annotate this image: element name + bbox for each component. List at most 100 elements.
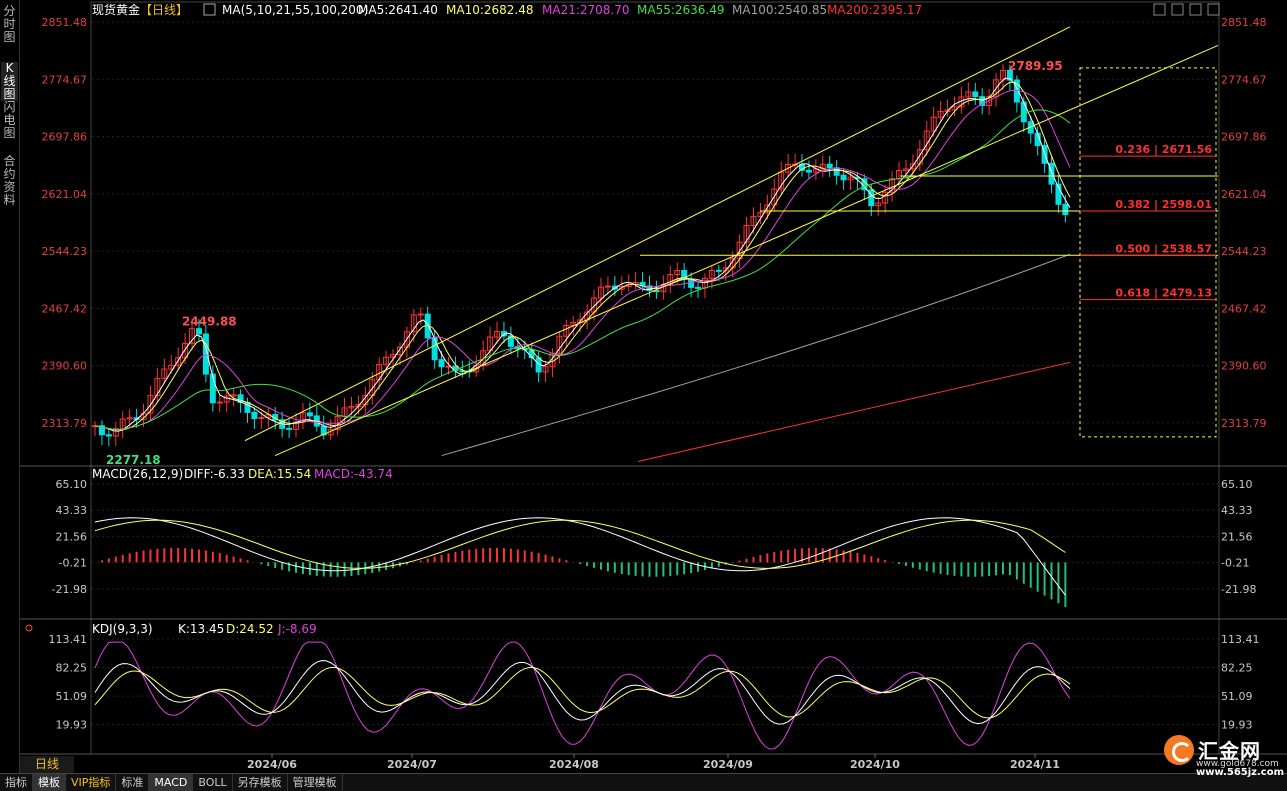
toolbar-item-7[interactable]: 管理模板 (288, 774, 343, 791)
x-tick-0: 2024/06 (247, 758, 297, 771)
price-tick-left-0: 2851.48 (42, 16, 88, 29)
toolbar-item-6[interactable]: 另存模板 (233, 774, 288, 791)
candle-body-9 (112, 428, 119, 437)
kdj-header-2: D:24.52 (226, 622, 274, 636)
sidebar-item-0[interactable]: 分时图 (3, 4, 16, 44)
candle-body-384 (979, 96, 986, 106)
candle-body-282 (743, 224, 750, 243)
candle-body-381 (972, 91, 979, 98)
header-text-2: MA(5,10,21,55,100,200) (222, 3, 368, 17)
fib-label-2: 0.500 | 2538.57 (1115, 242, 1212, 255)
candle-body-318 (826, 163, 833, 169)
kdj-tick-right-1: 82.25 (1221, 662, 1253, 675)
macd-tick-left-0: 65.10 (56, 478, 88, 491)
candle-body-72 (258, 416, 265, 420)
macd-tick-left-4: -21.98 (52, 583, 87, 596)
logo-icon (1164, 735, 1194, 765)
candle-body-261 (695, 286, 702, 289)
chart-frame (90, 1, 1220, 755)
macd-diff-line (94, 517, 1066, 596)
macd-tick-right-4: -21.98 (1221, 583, 1256, 596)
candle-body-69 (251, 411, 258, 420)
fib-box (1079, 67, 1217, 438)
kdj-k-line (94, 660, 1071, 725)
candle-body-219 (597, 286, 604, 299)
window-tile-icon (1189, 3, 1202, 16)
price-tick-left-4: 2544.23 (42, 245, 88, 258)
sidebar: 分时图 K线图 闪电图合约资料 (0, 0, 20, 790)
macd-tick-right-3: -0.21 (1221, 557, 1249, 570)
ma100-line (441, 253, 1071, 457)
macd-header-3: MACD:-43.74 (314, 467, 393, 481)
candle-body-132 (396, 346, 403, 356)
site-logo: 汇金网 www.gold678.com www.565jz.com (1160, 733, 1284, 778)
bottom-toolbar: 指标 模板 VIP指标 标准 MACD BOLL 另存模板 管理模板 (0, 773, 1287, 791)
candle-body-354 (909, 163, 916, 170)
header-text-0: 现货黄金 (92, 2, 140, 17)
candle-body-45 (195, 328, 202, 335)
annotation-high: 2789.95 (1008, 59, 1063, 73)
candle-body-363 (930, 116, 937, 132)
window-close-icon (1207, 3, 1220, 16)
candle-body-366 (937, 110, 944, 118)
candle-body-285 (750, 215, 757, 226)
header-text-3: MA5:2641.40 (358, 3, 438, 17)
sidebar-item-1[interactable]: K线图 (1, 62, 18, 101)
toolbar-item-5[interactable]: BOLL (193, 774, 233, 791)
window-grid-icon (1153, 3, 1166, 16)
candle-body-204 (563, 324, 570, 337)
kdj-j-line (94, 641, 1071, 750)
macd-header-2: DEA:15.54 (248, 467, 311, 481)
macd-header-1: DIFF:-6.33 (184, 467, 245, 481)
header-text-4: MA10:2682.48 (446, 3, 534, 17)
candle-body-147 (431, 337, 438, 361)
price-tick-right-5: 2467.42 (1221, 302, 1267, 315)
candle-body-315 (819, 163, 826, 170)
window-restore-icon (1171, 3, 1184, 16)
x-tick-5: 2024/11 (1010, 758, 1060, 771)
kdj-tick-left-0: 113.41 (49, 633, 88, 646)
macd-histogram (100, 547, 1067, 608)
candle-body-351 (902, 168, 909, 171)
candle-body-291 (764, 204, 771, 214)
candle-body-228 (618, 286, 625, 290)
kdj-tick-right-2: 51.09 (1221, 690, 1253, 703)
toolbar-item-4[interactable]: MACD (149, 774, 194, 791)
candle-body-267 (708, 269, 715, 279)
macd-tick-left-1: 43.33 (56, 504, 88, 517)
candle-body-252 (674, 269, 681, 276)
ma10-line (94, 81, 1071, 431)
candle-body-15 (126, 417, 133, 420)
ma-settings-icon (203, 3, 216, 16)
period-tag[interactable]: 日线 (20, 756, 74, 773)
header-text-6: MA55:2636.49 (637, 3, 725, 17)
trend-lower-line (274, 45, 1219, 457)
macd-tick-right-1: 43.33 (1221, 504, 1253, 517)
kdj-header-3: J:-8.69 (277, 622, 317, 636)
candle-body-141 (417, 313, 424, 316)
candle-body-111 (348, 405, 355, 409)
candle-body-36 (175, 357, 182, 366)
fib-label-0: 0.236 | 2671.56 (1115, 143, 1212, 156)
macd-dea-line (94, 519, 1066, 569)
price-chart[interactable]: 2851.48 2851.48 2774.67 2774.67 2697.86 2697.… (20, 0, 1287, 773)
toolbar-item-1[interactable]: 模板 (33, 774, 66, 791)
candle-body-84 (286, 427, 293, 430)
kdj-tick-left-1: 82.25 (56, 662, 88, 675)
kdj-d-line (94, 666, 1071, 719)
candle-body-300 (785, 163, 792, 173)
candle-body-336 (868, 189, 875, 207)
macd-tick-right-2: 21.56 (1221, 530, 1253, 543)
price-tick-right-2: 2697.86 (1221, 131, 1267, 144)
toolbar-item-3[interactable]: 标准 (116, 774, 150, 791)
sidebar-item-3[interactable]: 合约资料 (3, 154, 16, 207)
kdj-tick-right-0: 113.41 (1221, 633, 1260, 646)
candle-body-93 (306, 412, 313, 417)
kdj-tick-right-3: 19.93 (1221, 719, 1253, 732)
candle-body-270 (715, 269, 722, 272)
kdj-tick-left-3: 19.93 (56, 719, 88, 732)
toolbar-item-2[interactable]: VIP指标 (66, 774, 117, 791)
sidebar-item-2[interactable]: 闪电图 (3, 100, 16, 140)
toolbar-item-0[interactable]: 指标 (0, 774, 33, 791)
candle-body-54 (216, 401, 223, 404)
